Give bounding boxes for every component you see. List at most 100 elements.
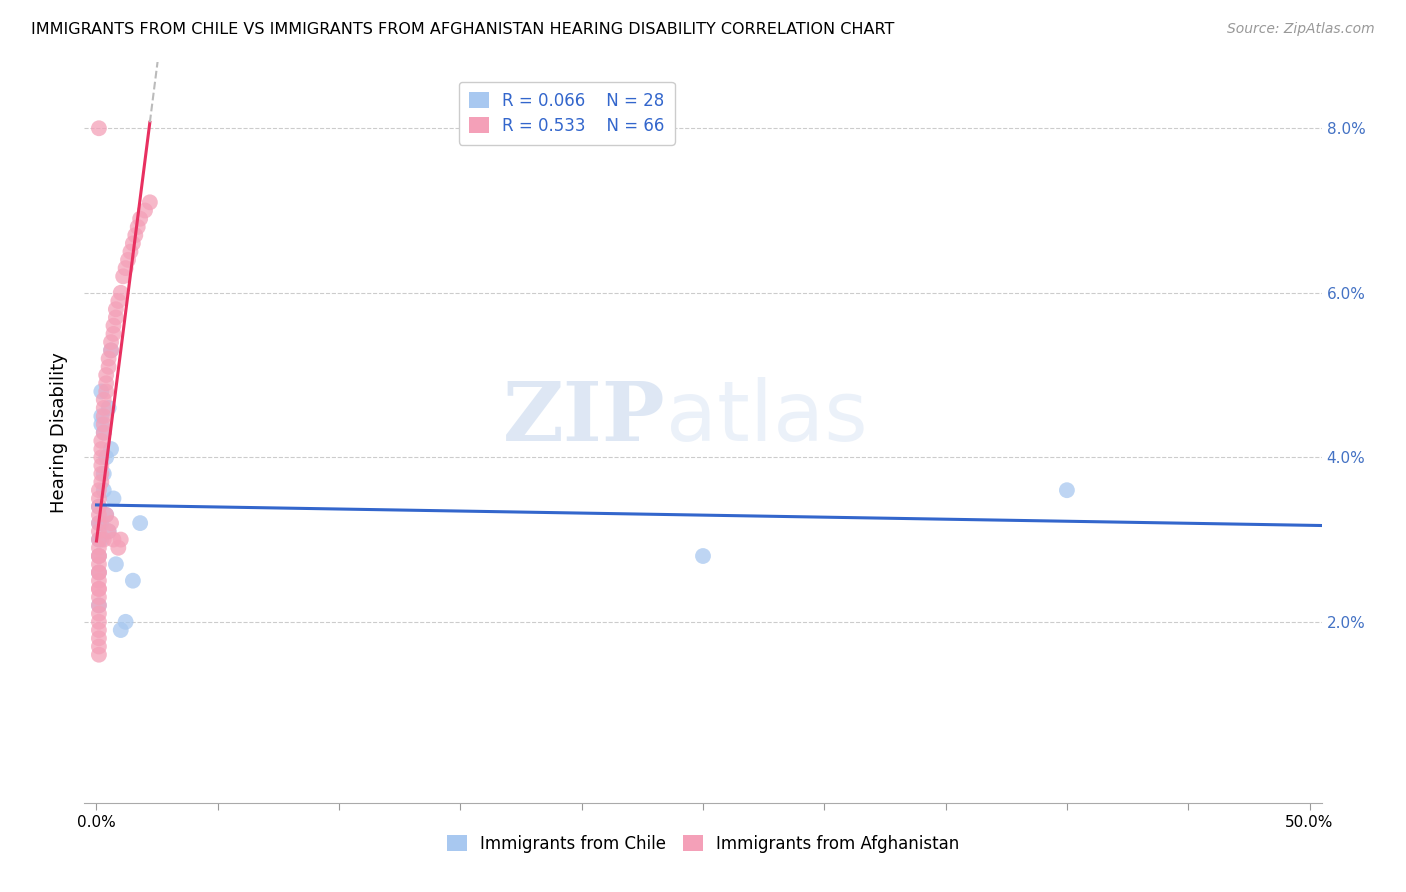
Point (87, 549, 110, 563)
Point (96, 368, 118, 382)
Point (93, 425, 115, 440)
Point (87, 549, 110, 563)
Point (90, 409, 112, 424)
Point (87, 623, 110, 637)
Point (87, 566, 110, 580)
Text: Source: ZipAtlas.com: Source: ZipAtlas.com (1227, 22, 1375, 37)
Point (93, 467, 115, 481)
Point (87, 558, 110, 572)
Point (90, 516, 112, 530)
Point (96, 508, 118, 522)
Point (104, 302, 127, 317)
Point (97, 524, 120, 539)
Point (87, 508, 110, 522)
Point (93, 409, 115, 424)
Point (97, 401, 120, 415)
Point (87, 121, 110, 136)
Point (87, 566, 110, 580)
Point (103, 491, 125, 506)
Point (114, 615, 136, 629)
Point (87, 599, 110, 613)
Point (100, 516, 122, 530)
Point (120, 244, 142, 259)
Point (87, 632, 110, 646)
Point (114, 261, 136, 276)
Point (117, 252, 139, 267)
Point (97, 351, 120, 366)
Point (692, 549, 714, 563)
Point (93, 392, 115, 407)
Point (110, 533, 132, 547)
Point (100, 442, 122, 456)
Point (96, 376, 118, 391)
Point (87, 533, 110, 547)
Point (103, 326, 125, 341)
Point (103, 318, 125, 333)
Point (93, 401, 115, 415)
Point (87, 500, 110, 514)
Point (90, 458, 112, 473)
Point (96, 450, 118, 465)
Point (124, 228, 146, 243)
Point (87, 566, 110, 580)
Text: atlas: atlas (666, 377, 868, 458)
Point (1056, 483, 1078, 498)
Point (110, 285, 132, 300)
Point (87, 582, 110, 596)
Point (90, 442, 112, 456)
Point (112, 269, 135, 284)
Point (87, 516, 110, 530)
Point (87, 615, 110, 629)
Point (104, 558, 127, 572)
Point (110, 623, 132, 637)
Point (107, 541, 129, 555)
Point (93, 533, 115, 547)
Point (87, 483, 110, 498)
Point (87, 541, 110, 555)
Point (87, 516, 110, 530)
Point (90, 417, 112, 432)
Point (97, 359, 120, 374)
Point (87, 549, 110, 563)
Point (96, 384, 118, 399)
Point (93, 417, 115, 432)
Point (103, 533, 125, 547)
Point (87, 599, 110, 613)
Point (87, 607, 110, 621)
Point (87, 640, 110, 654)
Point (134, 203, 156, 218)
Point (97, 524, 120, 539)
Point (104, 310, 127, 325)
Point (90, 533, 112, 547)
Point (96, 508, 118, 522)
Point (90, 450, 112, 465)
Point (122, 236, 145, 251)
Point (90, 434, 112, 448)
Point (139, 195, 162, 210)
Point (100, 335, 122, 350)
Point (93, 425, 115, 440)
Point (90, 384, 112, 399)
Text: ZIP: ZIP (503, 378, 666, 458)
Point (122, 574, 145, 588)
Legend: Immigrants from Chile, Immigrants from Afghanistan: Immigrants from Chile, Immigrants from A… (439, 826, 967, 861)
Point (127, 219, 149, 234)
Text: IMMIGRANTS FROM CHILE VS IMMIGRANTS FROM AFGHANISTAN HEARING DISABILITY CORRELAT: IMMIGRANTS FROM CHILE VS IMMIGRANTS FROM… (31, 22, 894, 37)
Point (100, 343, 122, 358)
Point (87, 491, 110, 506)
Y-axis label: Hearing Disability: Hearing Disability (49, 352, 67, 513)
Point (87, 648, 110, 662)
Point (100, 343, 122, 358)
Point (87, 582, 110, 596)
Point (90, 475, 112, 489)
Point (93, 483, 115, 498)
Point (87, 533, 110, 547)
Point (129, 211, 152, 226)
Point (87, 590, 110, 604)
Point (87, 524, 110, 539)
Point (87, 500, 110, 514)
Point (90, 467, 112, 481)
Point (129, 516, 152, 530)
Point (87, 574, 110, 588)
Point (107, 293, 129, 308)
